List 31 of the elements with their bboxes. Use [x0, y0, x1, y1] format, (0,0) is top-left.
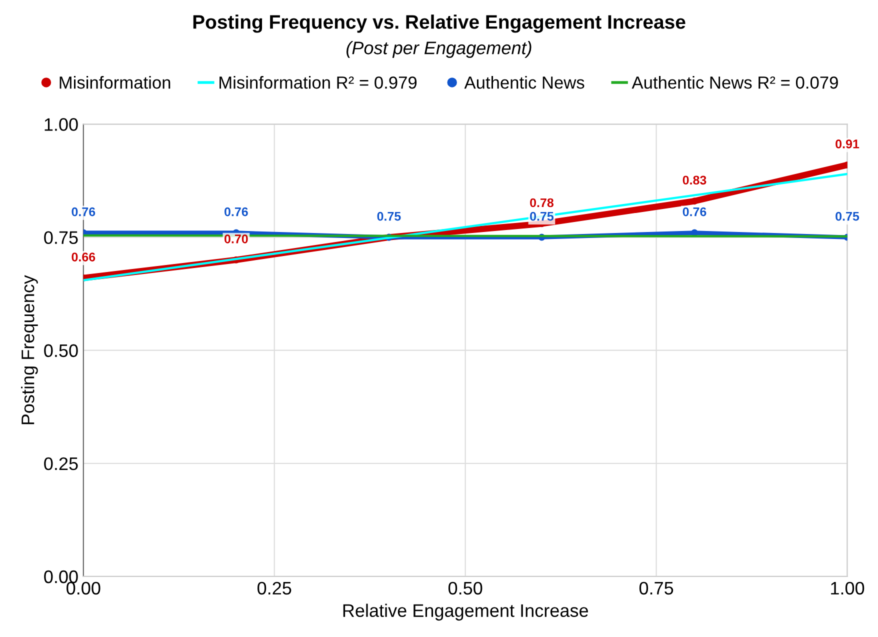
data-label: 0.78 — [530, 198, 554, 208]
data-label: 0.76 — [682, 207, 706, 216]
y-axis-title: Posting Frequency — [21, 275, 38, 424]
data-label: 0.75 — [836, 212, 860, 221]
x-tick-label: 1.00 — [831, 582, 864, 595]
data-label: 0.91 — [836, 140, 860, 148]
x-tick-label: 0.75 — [639, 582, 674, 595]
point — [691, 229, 698, 236]
y-tick-label: 1.00 — [44, 118, 78, 131]
legend-label: Authentic News R² = 0.079 — [632, 76, 838, 89]
data-label: 0.83 — [682, 176, 706, 185]
y-tick-label: 0.50 — [44, 344, 78, 358]
data-label: 0.76 — [224, 207, 248, 216]
chart-subtitle: (Post per Engagement) — [346, 41, 532, 58]
legend-label: Authentic News — [464, 76, 584, 89]
data-label: 0.66 — [72, 252, 96, 262]
data-label: 0.70 — [224, 234, 248, 244]
legend-label: Misinformation R² = 0.979 — [220, 76, 417, 89]
x-tick-label: 0.25 — [258, 582, 292, 595]
y-tick-label: 0.75 — [44, 231, 78, 244]
x-axis-title: Relative Engagement Increase — [343, 604, 588, 621]
legend-label: Misinformation — [60, 76, 170, 89]
data-label: 0.75 — [530, 212, 554, 221]
data-label: 0.75 — [377, 212, 401, 221]
chart-title: Posting Frequency vs. Relative Engagement Increase — [193, 14, 686, 33]
y-tick-label: 0.25 — [44, 457, 78, 470]
y-tick-label: 0.00 — [44, 570, 78, 584]
point — [691, 198, 698, 205]
x-tick-label: 0.00 — [66, 582, 100, 595]
data-label: 0.76 — [72, 207, 96, 216]
x-tick-label: 0.50 — [448, 582, 482, 595]
